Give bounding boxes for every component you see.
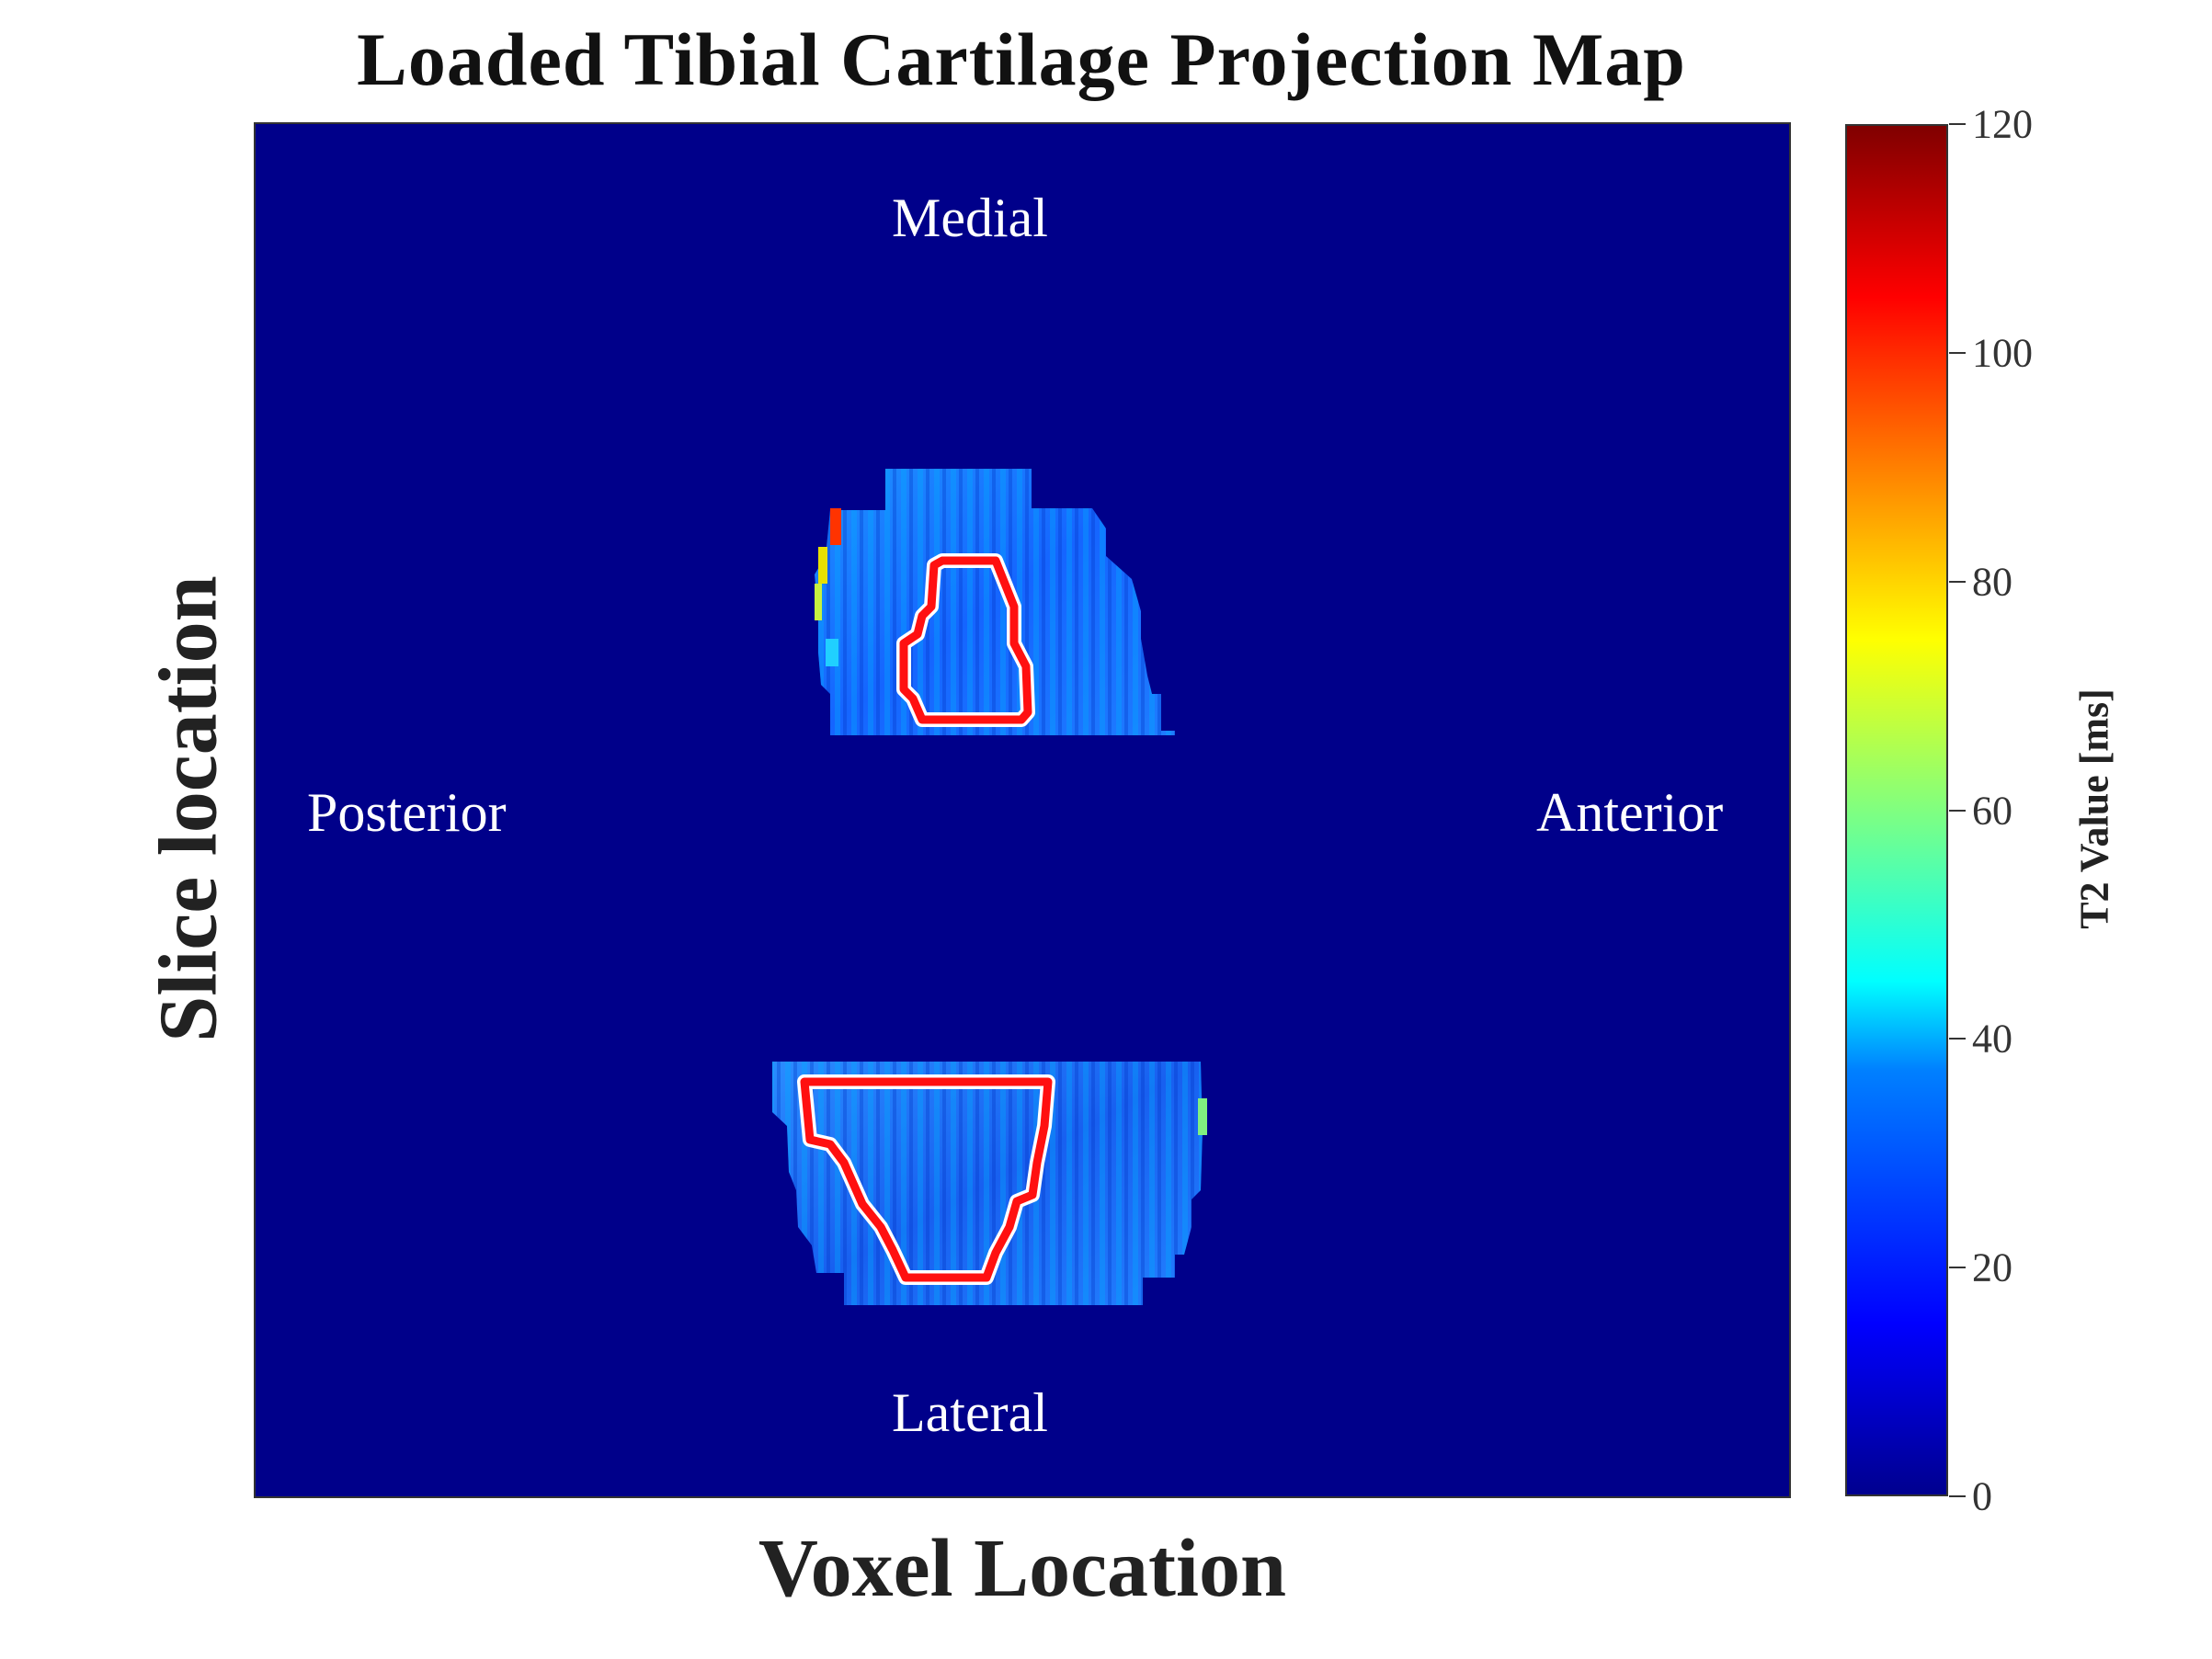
- colorbar-tick: [1949, 1038, 1966, 1040]
- posterior-label: Posterior: [307, 782, 507, 843]
- colorbar: [1845, 124, 1948, 1496]
- chart-title: Loaded Tibial Cartilage Projection Map: [357, 17, 1686, 101]
- elevated-t2-voxel: [1198, 1098, 1207, 1135]
- colorbar-tick-label: 80: [1972, 559, 2012, 605]
- colorbar-tick-label: 0: [1972, 1473, 1992, 1519]
- colorbar-tick: [1949, 351, 1966, 354]
- medial-compartment: [815, 469, 1175, 735]
- colorbar-tick-label: 40: [1972, 1016, 2012, 1062]
- y-axis-label: Slice location: [143, 575, 234, 1042]
- high-t2-voxel: [818, 547, 827, 584]
- x-axis-label: Voxel Location: [758, 1523, 1287, 1614]
- colorbar-tick: [1949, 809, 1966, 812]
- colorbar-label: T2 Value [ms]: [2071, 688, 2117, 929]
- high-t2-voxel: [815, 584, 822, 620]
- colorbar-tick-label: 120: [1972, 101, 2033, 147]
- colorbar-tick: [1949, 123, 1966, 125]
- colorbar-tick: [1949, 580, 1966, 583]
- colorbar-tick-label: 100: [1972, 330, 2033, 376]
- lateral-label: Lateral: [892, 1382, 1048, 1443]
- heatmap-svg: [772, 469, 1207, 1305]
- high-t2-voxel: [830, 508, 841, 545]
- colorbar-tick: [1949, 1267, 1966, 1269]
- anterior-label: Anterior: [1536, 782, 1724, 843]
- plot-area: Medial Lateral Posterior Anterior: [254, 122, 1791, 1498]
- colorbar-tick-label: 60: [1972, 788, 2012, 833]
- colorbar-tick-label: 20: [1972, 1244, 2012, 1290]
- colorbar-tick: [1949, 1495, 1966, 1497]
- elevated-t2-voxel: [826, 639, 838, 666]
- lateral-compartment: [772, 1062, 1207, 1305]
- medial-label: Medial: [892, 187, 1048, 248]
